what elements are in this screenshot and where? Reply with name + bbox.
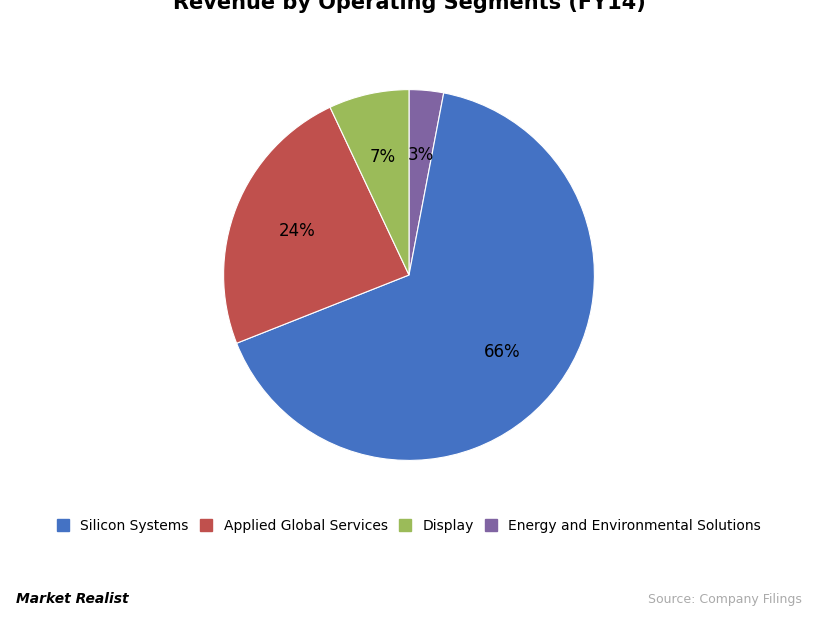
Text: 24%: 24% [279, 222, 315, 240]
Legend: Silicon Systems, Applied Global Services, Display, Energy and Environmental Solu: Silicon Systems, Applied Global Services… [52, 515, 766, 537]
Text: Market Realist: Market Realist [16, 591, 129, 606]
Wedge shape [223, 108, 409, 343]
Text: 3%: 3% [407, 146, 434, 164]
Wedge shape [330, 90, 409, 275]
Wedge shape [236, 93, 595, 460]
Wedge shape [409, 90, 443, 275]
Text: Source: Company Filings: Source: Company Filings [648, 593, 802, 606]
Text: 66%: 66% [483, 343, 520, 361]
Text: 7%: 7% [370, 148, 396, 166]
Title: Revenue by Operating Segments (FY14): Revenue by Operating Segments (FY14) [173, 0, 645, 13]
